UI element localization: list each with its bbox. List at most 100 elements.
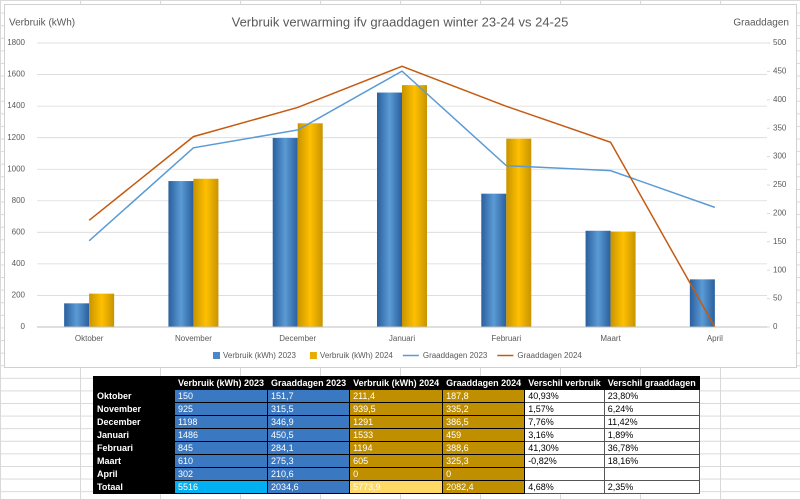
cell: 150 (173, 389, 269, 403)
cell: 610 (173, 454, 269, 468)
row-label: Oktober (93, 389, 175, 403)
column-header: Verbruik (kWh) 2023 (173, 376, 269, 390)
bar (610, 231, 636, 327)
y2-tick-label: 500 (773, 38, 787, 47)
y2-tick-label: 50 (773, 294, 782, 303)
y2-tick-label: 250 (773, 180, 787, 189)
y-tick-label: 1000 (7, 164, 25, 173)
y-tick-label: 1600 (7, 70, 25, 79)
table-row: April 302 210,6 0 0 (93, 467, 700, 481)
row-label: Totaal (93, 480, 175, 494)
chart: Verbruik verwarming ifv graaddagen winte… (4, 4, 797, 368)
row-label: Februari (93, 441, 175, 455)
cell: 210,6 (267, 467, 351, 481)
bar (506, 138, 532, 327)
bar (377, 92, 402, 327)
table-row: Maart 610 275,3 605 325,3 -0,82% 18,16% (93, 454, 700, 468)
table-row: December 1198 346,9 1291 386,5 7,76% 11,42% (93, 415, 700, 429)
cell: 2034,6 (267, 480, 351, 494)
bar (64, 303, 90, 327)
y2-tick-label: 200 (773, 209, 787, 218)
cell: 2082,4 (442, 480, 526, 494)
y-tick-label: 1400 (7, 101, 25, 110)
y-axis-title: Verbruik (kWh) (9, 18, 75, 29)
cell: 388,6 (442, 441, 526, 455)
x-tick-label: November (175, 334, 212, 343)
legend-label: Graaddagen 2024 (517, 351, 582, 360)
legend-label: Verbruik (kWh) 2023 (223, 351, 296, 360)
row-label: April (93, 467, 175, 481)
cell: 11,42% (603, 415, 700, 429)
cell: 18,16% (603, 454, 700, 468)
bar (272, 137, 298, 327)
cell: 4,68% (524, 480, 605, 494)
cell: 325,3 (442, 454, 526, 468)
column-header: Verschil graaddagen (603, 376, 700, 390)
line-series (88, 70, 716, 242)
bar (585, 230, 611, 327)
cell: 2,35% (603, 480, 700, 494)
y-tick-label: 600 (12, 227, 26, 236)
column-header: Verschil verbruik (524, 376, 605, 390)
bar (168, 181, 194, 327)
row-label: December (93, 415, 175, 429)
cell: 275,3 (267, 454, 351, 468)
empty-cell (524, 467, 605, 481)
x-tick-label: Februari (491, 334, 521, 343)
cell: 386,5 (442, 415, 526, 429)
cell: 3,16% (524, 428, 605, 442)
row-label: November (93, 402, 175, 416)
column-header: Graaddagen 2024 (442, 376, 526, 390)
cell: 450,5 (267, 428, 351, 442)
chart-title: Verbruik verwarming ifv graaddagen winte… (232, 14, 569, 29)
row-label: Januari (93, 428, 175, 442)
x-tick-label: Maart (600, 334, 621, 343)
table-row: Januari 1486 450,5 1533 459 3,16% 1,89% (93, 428, 700, 442)
cell: 1291 (349, 415, 444, 429)
column-header: Verbruik (kWh) 2024 (349, 376, 444, 390)
cell: 335,2 (442, 402, 526, 416)
legend-swatch (309, 352, 317, 359)
bar (297, 123, 323, 327)
bar (89, 293, 115, 327)
y-tick-label: 0 (21, 322, 26, 331)
cell: 939,5 (349, 402, 444, 416)
y-tick-label: 400 (12, 259, 26, 268)
cell: 211,4 (349, 389, 444, 403)
y-tick-label: 200 (12, 291, 26, 300)
empty-cell (603, 467, 700, 481)
x-tick-label: Oktober (75, 334, 104, 343)
cell: 284,1 (267, 441, 351, 455)
cell: 1,57% (524, 402, 605, 416)
bar (402, 85, 427, 327)
cell: 459 (442, 428, 526, 442)
cell: 1,89% (603, 428, 700, 442)
y2-tick-label: 0 (773, 322, 778, 331)
y-tick-label: 1800 (7, 38, 25, 47)
y-tick-label: 800 (12, 196, 26, 205)
cell: 925 (173, 402, 269, 416)
cell: 1533 (349, 428, 444, 442)
y2-tick-label: 450 (773, 67, 787, 76)
legend-swatch (213, 352, 220, 359)
cell: 40,93% (524, 389, 605, 403)
y-tick-label: 1200 (7, 133, 25, 142)
cell: 7,76% (524, 415, 605, 429)
y2-tick-label: 150 (773, 237, 787, 246)
y2-axis-title: Graaddagen (733, 18, 789, 29)
cell: 5516 (173, 480, 269, 494)
table-row: November 925 315,5 939,5 335,2 1,57% 6,24% (93, 402, 700, 416)
corner-cell (93, 376, 175, 390)
cell: 346,9 (267, 415, 351, 429)
cell: 1198 (173, 415, 269, 429)
cell: 0 (442, 467, 526, 481)
cell: 23,80% (603, 389, 700, 403)
bar (193, 178, 219, 327)
cell: 41,30% (524, 441, 605, 455)
bar (481, 193, 507, 327)
x-tick-label: December (279, 334, 316, 343)
cell: 0 (349, 467, 444, 481)
table-row: Totaal 5516 2034,6 5773,9 2082,4 4,68% 2,35% (93, 480, 700, 494)
row-label: Maart (93, 454, 175, 468)
